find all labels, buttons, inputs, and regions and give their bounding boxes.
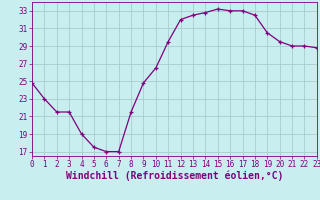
X-axis label: Windchill (Refroidissement éolien,°C): Windchill (Refroidissement éolien,°C) <box>66 171 283 181</box>
